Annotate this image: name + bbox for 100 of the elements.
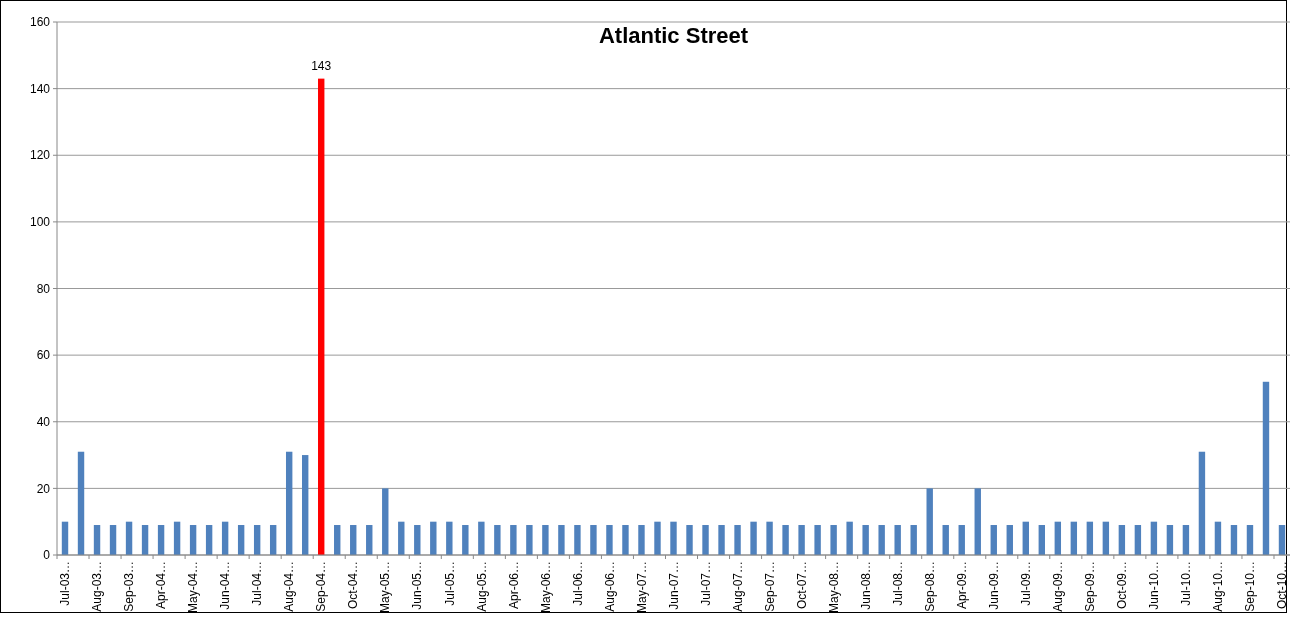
bar bbox=[1070, 521, 1078, 555]
y-tick-label: 60 bbox=[36, 348, 51, 363]
bar bbox=[686, 525, 693, 555]
y-tick-label: 20 bbox=[36, 481, 51, 496]
bar bbox=[205, 525, 213, 555]
bar bbox=[814, 525, 821, 555]
bar bbox=[157, 525, 165, 555]
y-tick-label: 80 bbox=[36, 281, 51, 296]
bar bbox=[398, 521, 405, 555]
bar bbox=[798, 525, 805, 555]
y-tick-label: 160 bbox=[29, 15, 51, 30]
x-tick-label: Jun-09… bbox=[986, 561, 1001, 610]
bar bbox=[558, 525, 565, 555]
x-tick-label: May-05… bbox=[378, 561, 393, 614]
bar bbox=[109, 525, 117, 555]
bar bbox=[302, 455, 309, 555]
bar bbox=[1230, 525, 1238, 555]
x-tick-label: Jul-09… bbox=[1018, 561, 1033, 606]
bar bbox=[446, 521, 453, 555]
y-tick-label: 140 bbox=[29, 81, 51, 96]
bar bbox=[590, 525, 597, 555]
bar bbox=[862, 525, 869, 555]
x-tick-label: Aug-04… bbox=[282, 561, 297, 612]
x-tick-label: Oct-04… bbox=[346, 561, 361, 610]
bar bbox=[334, 525, 341, 555]
bar bbox=[1214, 521, 1222, 555]
x-tick-label: Sep-07… bbox=[762, 561, 777, 612]
bar bbox=[173, 521, 181, 555]
x-tick-label: Jul-03… bbox=[58, 561, 73, 606]
bar bbox=[670, 521, 677, 555]
chart-title: Atlantic Street bbox=[598, 23, 749, 48]
bar bbox=[1278, 525, 1286, 555]
bar bbox=[414, 525, 421, 555]
bar bbox=[125, 521, 133, 555]
y-tick-label: 100 bbox=[29, 215, 51, 230]
x-tick-label: Aug-09… bbox=[1051, 561, 1066, 612]
bar bbox=[606, 525, 613, 555]
bar bbox=[958, 525, 965, 555]
bar bbox=[574, 525, 581, 555]
bar bbox=[702, 525, 709, 555]
bar bbox=[237, 525, 245, 555]
bar bbox=[1150, 521, 1158, 555]
x-tick-label: Apr-04… bbox=[154, 561, 169, 610]
bar bbox=[1102, 521, 1110, 555]
x-tick-label: Jul-07… bbox=[698, 561, 713, 606]
bar bbox=[654, 521, 661, 555]
bar bbox=[318, 78, 325, 555]
x-tick-label: Sep-03… bbox=[122, 561, 137, 612]
x-tick-label: Jun-10… bbox=[1147, 561, 1162, 610]
x-tick-label: Apr-09… bbox=[954, 561, 969, 610]
bar bbox=[1054, 521, 1062, 555]
x-tick-label: Jul-08… bbox=[890, 561, 905, 606]
x-tick-label: Aug-10… bbox=[1211, 561, 1226, 612]
x-tick-label: Oct-10… bbox=[1275, 561, 1290, 610]
bar bbox=[1086, 521, 1094, 555]
bar bbox=[910, 525, 917, 555]
x-tick-label: Apr-06… bbox=[506, 561, 521, 610]
x-tick-label: Jul-04… bbox=[250, 561, 265, 606]
bar bbox=[141, 525, 149, 555]
bar bbox=[846, 521, 853, 555]
bar bbox=[1134, 525, 1142, 555]
bar bbox=[942, 525, 949, 555]
x-tick-label: Oct-07… bbox=[794, 561, 809, 610]
x-tick-label: Jul-05… bbox=[442, 561, 457, 606]
bar bbox=[221, 521, 229, 555]
bar bbox=[990, 525, 997, 555]
bar bbox=[77, 451, 85, 555]
bar bbox=[93, 525, 101, 555]
bar bbox=[1022, 521, 1029, 555]
bar bbox=[494, 525, 501, 555]
x-tick-label: Aug-06… bbox=[602, 561, 617, 612]
bar bbox=[542, 525, 549, 555]
bar bbox=[510, 525, 517, 555]
bar bbox=[1118, 525, 1126, 555]
bar bbox=[1166, 525, 1174, 555]
x-tick-label: Sep-10… bbox=[1243, 561, 1258, 612]
x-tick-label: Jul-06… bbox=[570, 561, 585, 606]
data-label: 143 bbox=[311, 58, 332, 73]
bar bbox=[734, 525, 741, 555]
x-tick-label: Aug-05… bbox=[474, 561, 489, 612]
bar bbox=[526, 525, 533, 555]
bar bbox=[1198, 451, 1206, 555]
bar bbox=[766, 521, 773, 555]
y-tick-label: 40 bbox=[36, 414, 51, 429]
bar bbox=[638, 525, 645, 555]
bar bbox=[718, 525, 725, 555]
bar bbox=[350, 525, 357, 555]
x-tick-label: Sep-04… bbox=[314, 561, 329, 612]
y-tick-label: 120 bbox=[29, 148, 51, 163]
bar bbox=[269, 525, 277, 555]
x-tick-label: May-06… bbox=[538, 561, 553, 614]
x-tick-label: May-04… bbox=[186, 561, 201, 614]
x-tick-label: Oct-09… bbox=[1115, 561, 1130, 610]
bar bbox=[1262, 381, 1270, 555]
bar bbox=[462, 525, 469, 555]
bar bbox=[782, 525, 789, 555]
x-tick-label: Jul-10… bbox=[1179, 561, 1194, 606]
x-tick-label: Jun-07… bbox=[666, 561, 681, 610]
bar bbox=[366, 525, 373, 555]
bar bbox=[61, 521, 69, 555]
